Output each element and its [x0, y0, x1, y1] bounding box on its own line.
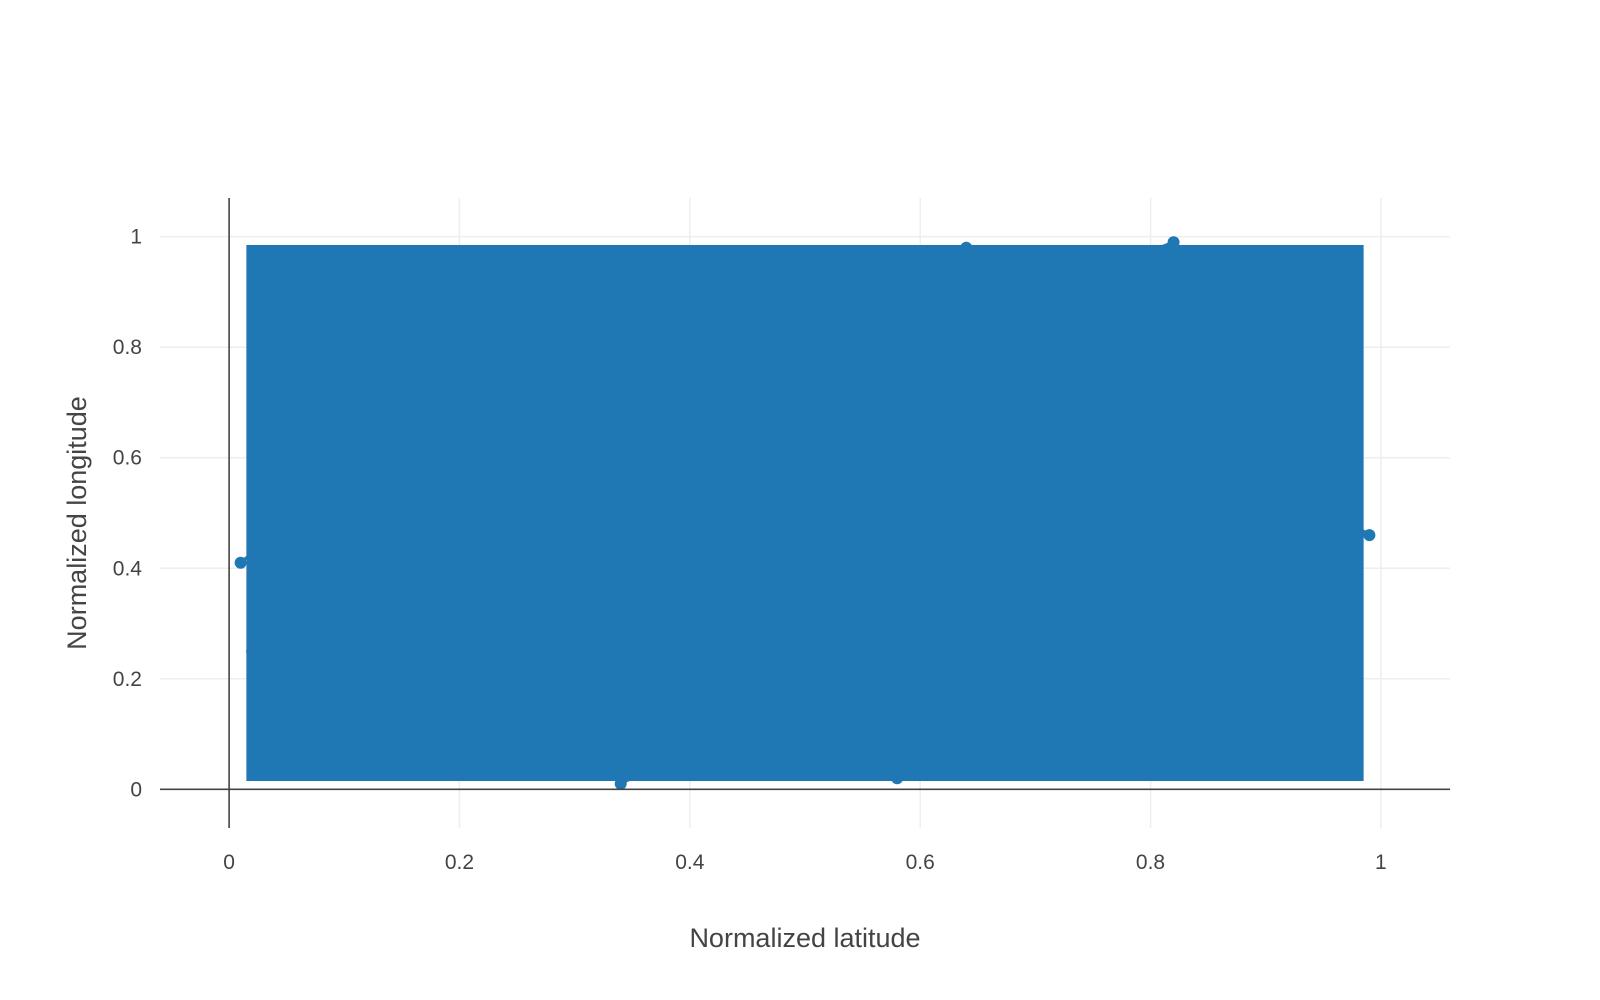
data-point-24	[1340, 407, 1353, 420]
data-point-38	[1328, 512, 1341, 525]
y-tick-label-5: 1	[130, 226, 142, 249]
data-point-25	[614, 777, 627, 790]
series-layer	[234, 236, 1376, 790]
x-tick-label-1: 0.2	[445, 851, 474, 874]
data-point-18	[1075, 600, 1088, 613]
y-axis-title: Normalized longitude	[62, 396, 92, 650]
data-point-22	[395, 258, 408, 271]
data-point-9	[983, 274, 996, 287]
x-axis-ticks: 0 0.2 0.4 0.6 0.8 1	[223, 851, 1386, 874]
axis-lines	[160, 198, 1450, 828]
data-point-33	[246, 645, 259, 658]
data-point-16	[1271, 755, 1284, 768]
data-point-37	[810, 385, 823, 398]
data-point-5	[361, 324, 374, 337]
data-point-19	[257, 363, 270, 376]
data-point-26	[1017, 540, 1030, 553]
scatter-cloud	[234, 236, 1376, 790]
x-tick-label-4: 0.8	[1136, 851, 1165, 874]
data-point-13	[1167, 236, 1180, 249]
data-point-31	[1109, 722, 1122, 735]
data-point-35	[1248, 567, 1261, 580]
data-point-17	[534, 297, 547, 309]
data-point-14	[441, 634, 454, 647]
y-tick-label-2: 0.4	[113, 557, 143, 580]
data-point-11	[280, 683, 293, 696]
series-line-0	[239, 240, 1371, 786]
data-point-4	[891, 772, 904, 785]
data-point-29	[1294, 269, 1307, 282]
data-point-6	[729, 584, 742, 597]
data-point-12	[660, 429, 673, 442]
data-point-10	[1363, 529, 1376, 542]
data-point-39	[349, 435, 362, 448]
y-tick-label-4: 0.8	[113, 336, 142, 359]
y-tick-label-1: 0.2	[113, 668, 142, 691]
data-point-3	[1317, 479, 1330, 492]
data-point-2	[1040, 717, 1053, 729]
x-tick-label-0: 0	[223, 851, 235, 874]
x-tick-label-2: 0.4	[675, 851, 705, 874]
data-point-28	[856, 612, 869, 624]
y-axis-ticks: 0 0.2 0.4 0.6 0.8 1	[113, 226, 143, 802]
data-point-1	[591, 247, 604, 260]
data-point-36	[557, 744, 570, 757]
x-tick-label-5: 1	[1375, 851, 1387, 874]
data-point-32	[695, 346, 708, 359]
x-axis-title: Normalized latitude	[689, 923, 920, 953]
data-point-0	[234, 556, 247, 569]
data-point-20	[775, 700, 788, 713]
plot-area	[160, 198, 1450, 828]
y-tick-label-0: 0	[130, 778, 142, 801]
data-point-7	[1225, 390, 1238, 403]
data-point-34	[960, 241, 973, 254]
data-point-8	[488, 739, 501, 752]
data-point-21	[1202, 446, 1215, 459]
data-point-27	[315, 308, 328, 321]
data-point-15	[822, 501, 835, 514]
data-point-30	[464, 468, 477, 481]
x-tick-label-3: 0.6	[906, 851, 935, 874]
y-tick-label-3: 0.6	[113, 447, 142, 470]
data-point-23	[925, 661, 938, 674]
